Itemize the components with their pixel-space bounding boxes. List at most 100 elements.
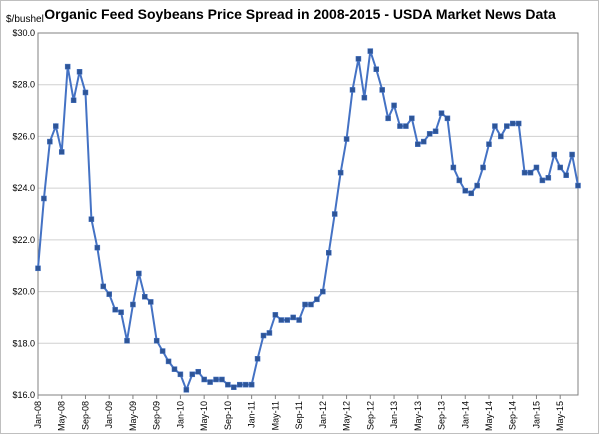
x-tick-label: Jan-09 (104, 401, 114, 429)
y-tick-label: $22.0 (12, 235, 35, 245)
data-point (213, 376, 219, 383)
data-point (183, 387, 190, 393)
data-point (171, 366, 178, 372)
data-point (373, 66, 379, 72)
x-tick-label: Sep-08 (80, 401, 90, 430)
data-point (314, 296, 320, 303)
data-point (545, 175, 552, 181)
data-point (426, 131, 433, 137)
data-point (254, 356, 261, 362)
data-point (237, 381, 243, 388)
data-point (379, 87, 385, 93)
x-tick-label: May-14 (484, 401, 494, 431)
series-line (37, 50, 579, 393)
data-point (521, 169, 528, 176)
data-point (290, 314, 296, 321)
data-point (82, 89, 89, 96)
data-point (70, 97, 77, 103)
chart-title: Organic Feed Soybeans Price Spread in 20… (44, 6, 556, 22)
data-point (438, 110, 445, 116)
gridlines (38, 32, 578, 396)
data-point (165, 358, 172, 365)
data-point (432, 128, 439, 135)
data-point (260, 332, 267, 339)
data-point (136, 270, 142, 277)
data-point (47, 138, 53, 145)
x-tick-label: Jan-15 (531, 401, 541, 429)
data-point (450, 164, 457, 171)
data-point (76, 69, 83, 75)
y-tick-label: $16.0 (12, 390, 35, 400)
data-point (219, 376, 225, 383)
data-point (177, 371, 184, 378)
data-point (272, 312, 279, 318)
data-point (361, 94, 368, 101)
data-point (142, 293, 148, 300)
data-point (53, 123, 59, 129)
data-point (468, 190, 474, 197)
data-point (551, 151, 558, 158)
data-point (539, 177, 546, 184)
data-point (569, 151, 575, 158)
data-point (456, 177, 463, 184)
series-markers (35, 48, 581, 393)
data-point (509, 120, 516, 127)
x-tick-label: Jan-14 (460, 401, 470, 429)
data-point (94, 244, 101, 251)
x-tick-label: Sep-12 (365, 401, 375, 430)
data-point (515, 120, 522, 127)
data-point (320, 288, 326, 295)
x-tick-label: Sep-11 (294, 401, 304, 429)
data-point (349, 87, 356, 93)
data-point (420, 138, 427, 145)
y-tick-label: $24.0 (12, 183, 35, 193)
data-point (527, 169, 534, 176)
x-tick-label: Jan-11 (247, 401, 257, 428)
data-point (41, 195, 47, 202)
x-tick-label: May-09 (128, 401, 138, 431)
data-point (302, 301, 308, 308)
x-tick-label: Jan-12 (318, 401, 328, 429)
data-point (575, 182, 581, 189)
data-point (355, 56, 362, 62)
data-point (415, 141, 421, 147)
data-point (563, 172, 569, 178)
data-point (112, 306, 118, 313)
x-tick-label: Sep-14 (508, 401, 518, 430)
data-point (308, 301, 314, 308)
data-point (343, 136, 350, 142)
data-point (397, 123, 403, 129)
x-tick-label: May-15 (555, 401, 565, 431)
x-tick-label: Jan-10 (175, 401, 185, 429)
data-point (331, 211, 338, 217)
x-tick-label: May-11 (270, 401, 280, 430)
data-point (153, 337, 160, 344)
x-axis-ticks: Jan-08 May-08 Sep-08 Jan-09 May-09 Sep-09 Jan-… (33, 395, 565, 431)
data-point (391, 102, 397, 109)
data-point (100, 283, 107, 290)
x-tick-label: Sep-09 (152, 401, 162, 430)
x-tick-label: Jan-08 (33, 401, 43, 429)
x-tick-label: May-10 (199, 401, 209, 431)
data-point (147, 299, 154, 305)
data-point (278, 317, 285, 323)
data-point (557, 164, 563, 171)
data-point (35, 265, 41, 272)
data-point (231, 384, 237, 390)
data-point (195, 368, 201, 375)
data-point (124, 337, 130, 344)
plot-area (37, 32, 579, 396)
data-point (106, 291, 112, 297)
data-point (337, 169, 344, 176)
data-point (189, 371, 196, 378)
data-point (480, 164, 486, 171)
data-point (326, 250, 332, 256)
data-point (444, 115, 451, 122)
data-point (486, 141, 492, 147)
data-point (403, 123, 409, 129)
y-tick-label: $18.0 (12, 338, 35, 348)
data-point (88, 216, 95, 222)
data-point (367, 48, 374, 54)
